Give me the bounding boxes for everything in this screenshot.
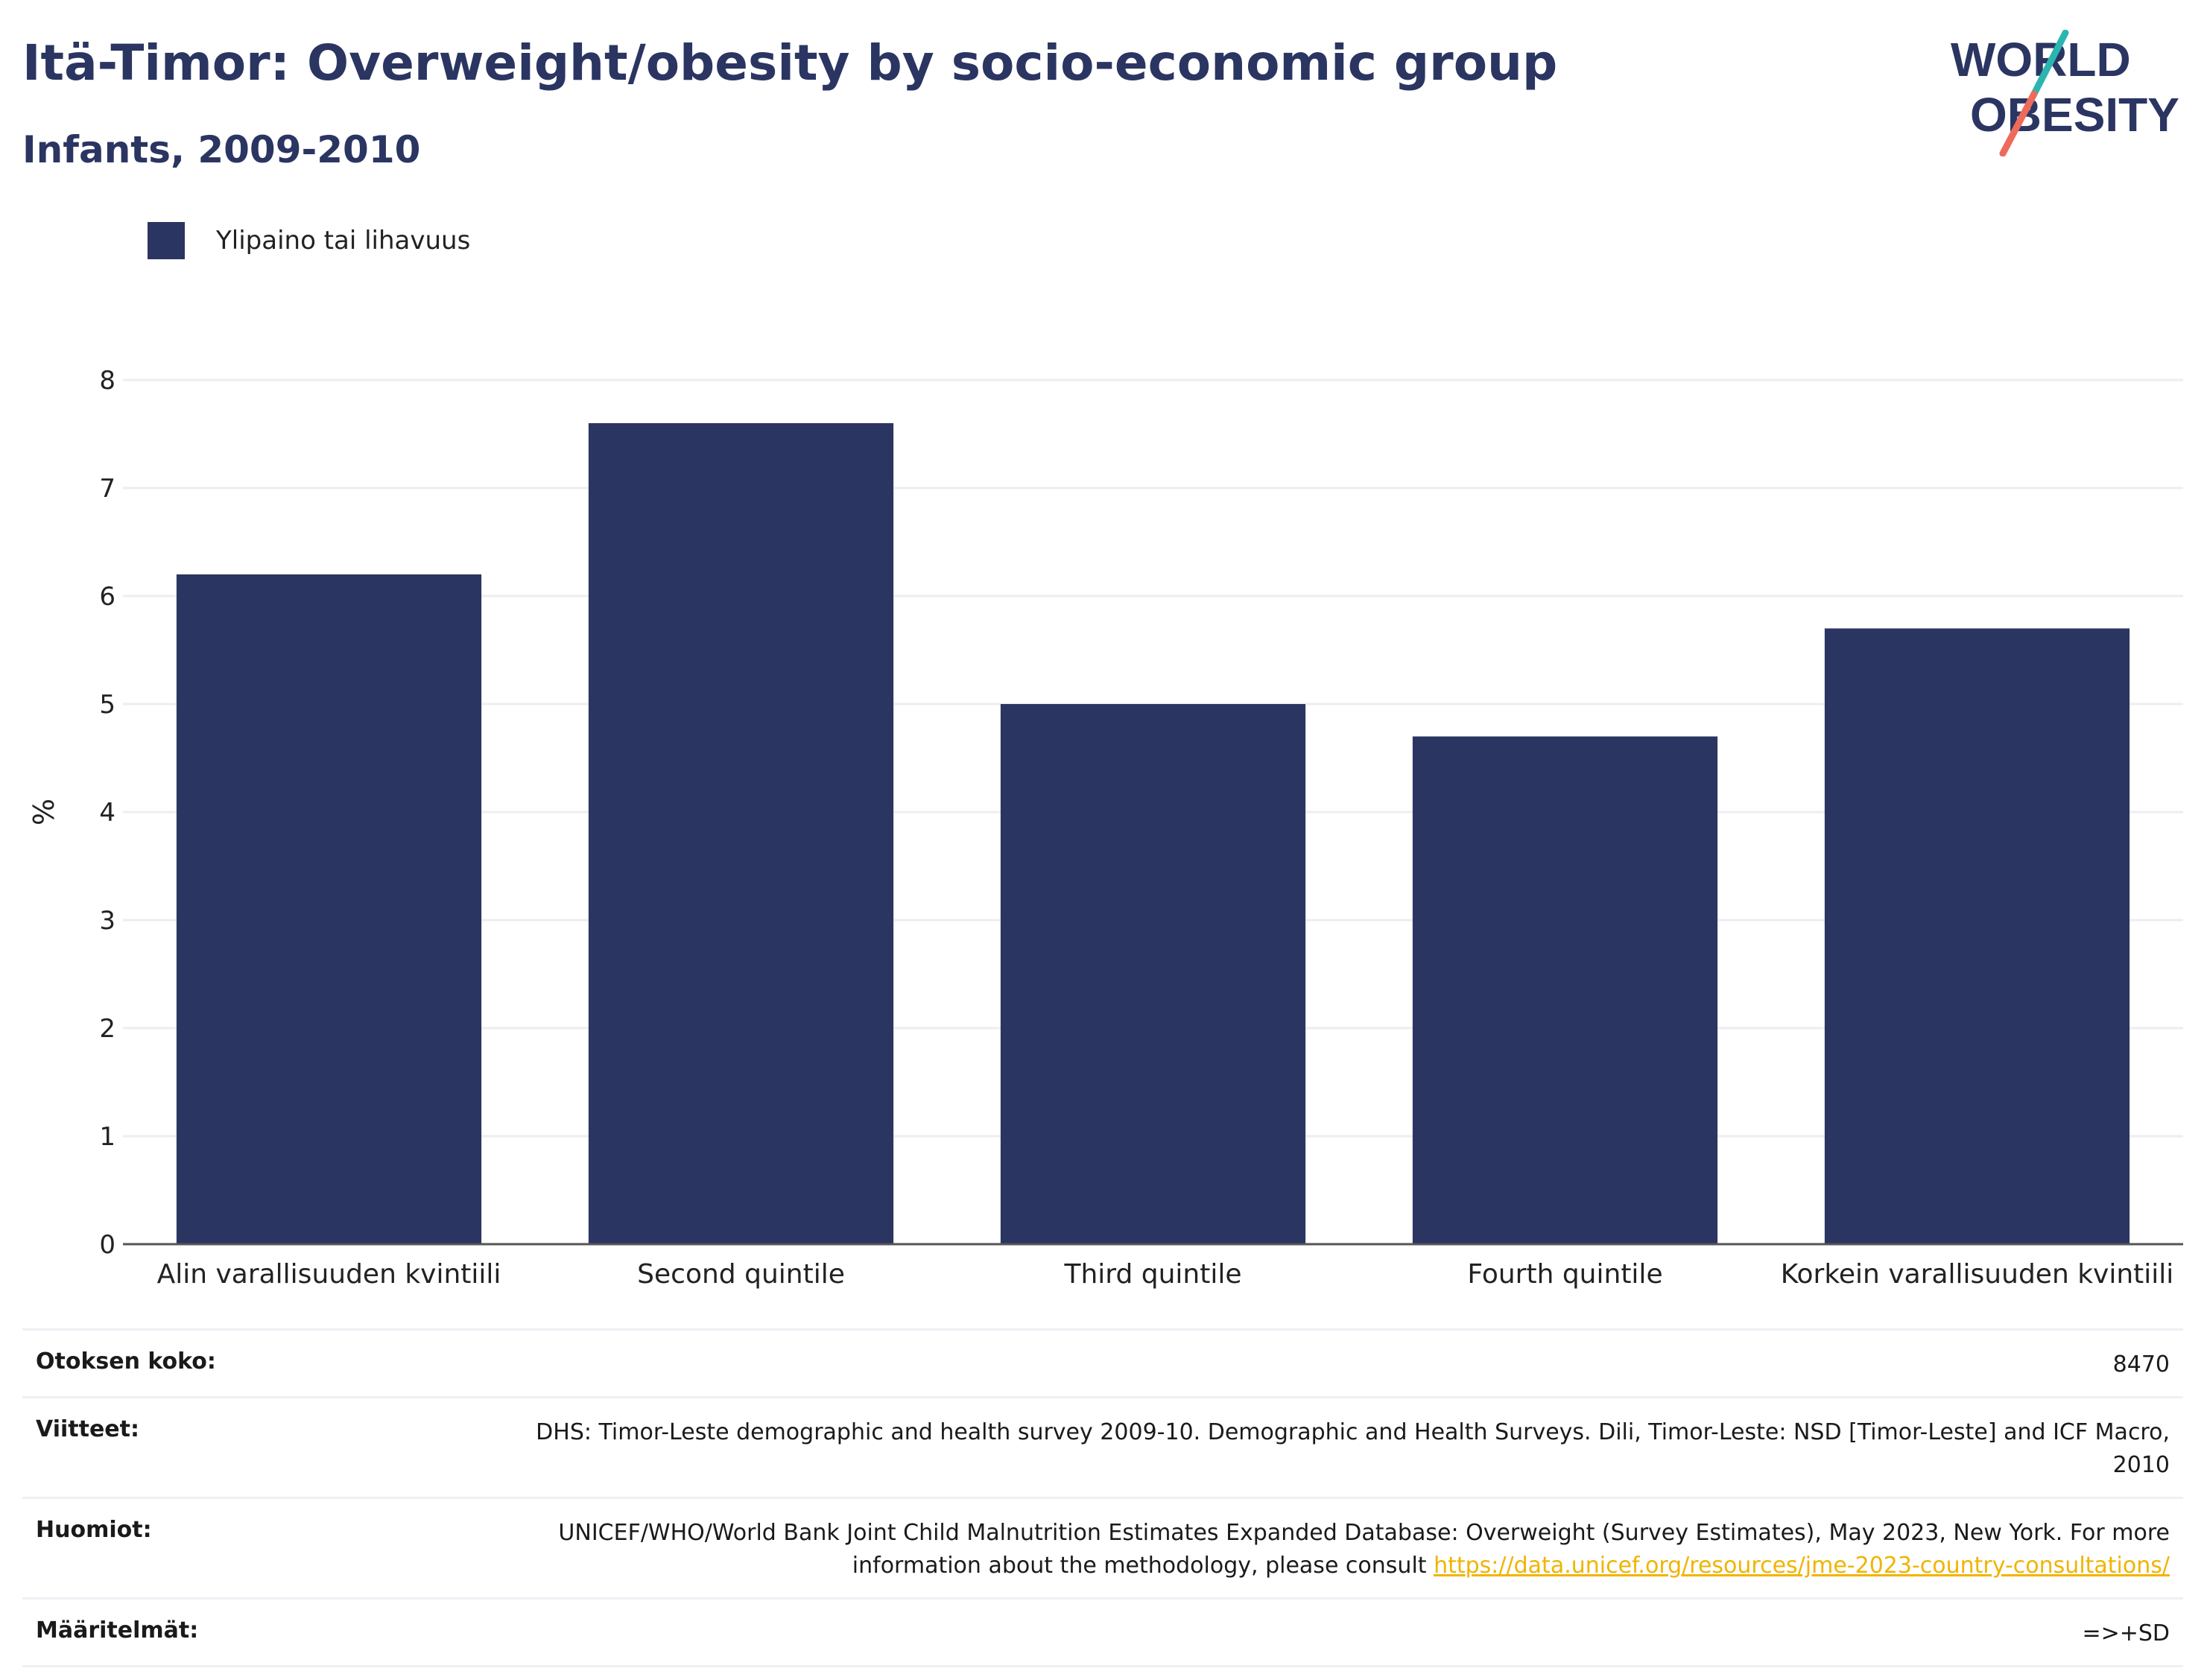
references-label: Viitteet: xyxy=(36,1416,139,1442)
bar xyxy=(1412,736,1718,1244)
y-tick-label: 8 xyxy=(99,366,115,396)
notes-text: UNICEF/WHO/World Bank Joint Child Malnut… xyxy=(558,1520,2170,1579)
x-tick-label: Fourth quintile xyxy=(1467,1259,1662,1290)
legend: Ylipaino tai lihavuus xyxy=(148,221,470,261)
y-tick-label: 0 xyxy=(99,1230,115,1260)
legend-swatch xyxy=(148,222,185,259)
notes-value: UNICEF/WHO/World Bank Joint Child Malnut… xyxy=(531,1517,2170,1582)
definitions-label: Määritelmät: xyxy=(36,1617,199,1643)
x-tick-label: Alin varallisuuden kvintiili xyxy=(157,1259,501,1290)
sample-size-value: 8470 xyxy=(2112,1351,2170,1378)
y-axis-label: % xyxy=(28,799,60,825)
info-row-notes: Huomiot: UNICEF/WHO/World Bank Joint Chi… xyxy=(22,1497,2183,1597)
page-title: Itä-Timor: Overweight/obesity by socio-e… xyxy=(22,34,1558,92)
bar xyxy=(176,574,482,1244)
methodology-link[interactable]: https://data.unicef.org/resources/jme-20… xyxy=(1434,1553,2170,1579)
bar xyxy=(1000,704,1306,1244)
info-row-definitions: Määritelmät: =>+SD xyxy=(22,1597,2183,1667)
info-table: Otoksen koko: 8470 Viitteet: DHS: Timor-… xyxy=(22,1328,2183,1667)
references-value: DHS: Timor-Leste demographic and health … xyxy=(536,1419,2170,1478)
page-subtitle: Infants, 2009-2010 xyxy=(22,128,421,171)
y-tick-label: 4 xyxy=(99,798,115,828)
definitions-value: =>+SD xyxy=(2082,1620,2170,1646)
logo-slash-teal xyxy=(2030,30,2069,98)
y-tick-label: 2 xyxy=(99,1014,115,1044)
sample-size-label: Otoksen koko: xyxy=(36,1348,216,1375)
world-obesity-logo: WORLD OBESITY xyxy=(1951,30,2179,156)
notes-label: Huomiot: xyxy=(36,1517,152,1543)
bar xyxy=(1824,628,2130,1244)
logo-slash-coral xyxy=(1999,90,2038,156)
x-tick-label: Korkein varallisuuden kvintiili xyxy=(1781,1259,2174,1290)
x-tick-label: Second quintile xyxy=(637,1259,845,1290)
y-tick-label: 7 xyxy=(99,474,115,504)
logo-text-obesity: OBESITY xyxy=(1970,88,2179,142)
legend-label: Ylipaino tai lihavuus xyxy=(216,226,471,256)
info-row-sample-size: Otoksen koko: 8470 xyxy=(22,1328,2183,1396)
y-tick-label: 5 xyxy=(99,690,115,720)
bar xyxy=(588,423,894,1244)
bar-chart: 0 1 2 3 4 5 6 7 8% Alin varallisuuden kvintiili Se… xyxy=(28,366,2183,1290)
y-tick-label: 3 xyxy=(99,906,115,936)
y-tick-label: 6 xyxy=(99,582,115,612)
x-tick-label: Third quintile xyxy=(1063,1259,1241,1290)
info-row-references: Viitteet: DHS: Timor-Leste demographic a… xyxy=(22,1396,2183,1497)
y-tick-label: 1 xyxy=(99,1122,115,1152)
